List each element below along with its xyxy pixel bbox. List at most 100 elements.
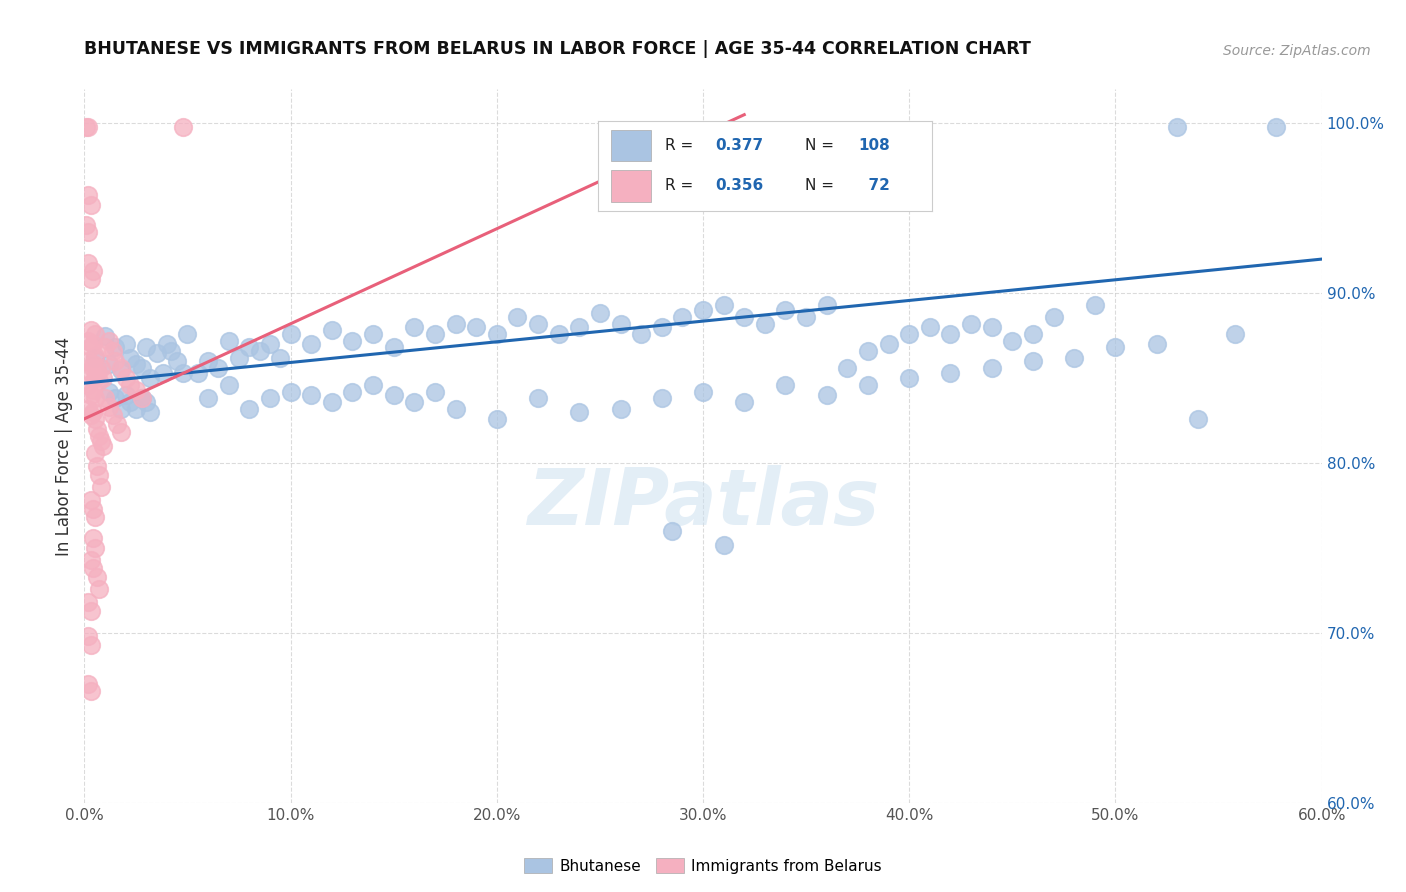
Point (125, 383, 148, 397)
Point (87, 429, 110, 443)
Point (118, 394, 141, 409)
Point (98, 358, 121, 372)
Point (259, 392, 281, 406)
Point (259, 337, 281, 351)
Point (382, 388, 405, 402)
Point (135, 394, 157, 409)
Point (77, 595, 100, 609)
Point (79, 366, 101, 380)
Point (609, 317, 631, 331)
Point (465, 320, 488, 334)
Point (775, 377, 797, 392)
Point (87, 467, 110, 482)
Point (269, 351, 291, 365)
Point (152, 366, 174, 380)
Legend: Bhutanese, Immigrants from Belarus: Bhutanese, Immigrants from Belarus (517, 852, 889, 880)
Point (77, 334, 100, 348)
Point (135, 341, 157, 355)
Point (1022, 326, 1045, 341)
Point (815, 298, 838, 312)
Point (361, 326, 384, 341)
Point (94, 328, 117, 343)
Point (423, 326, 446, 341)
Text: 72: 72 (859, 178, 890, 193)
Point (104, 354, 127, 368)
Point (589, 306, 612, 320)
Point (82, 358, 104, 372)
Point (754, 317, 776, 331)
Point (280, 326, 302, 341)
Point (172, 120, 194, 134)
Point (139, 405, 162, 419)
Point (651, 392, 673, 406)
Point (1104, 341, 1126, 355)
Point (82, 337, 104, 351)
Point (83, 371, 105, 385)
Point (79, 409, 101, 423)
Point (77, 677, 100, 691)
Point (118, 377, 141, 392)
Point (131, 392, 153, 406)
Point (77, 225, 100, 239)
Point (94, 341, 117, 355)
Point (90, 480, 112, 494)
Point (79, 272, 101, 286)
Text: 0.377: 0.377 (714, 138, 763, 153)
Point (506, 310, 529, 324)
Point (83, 412, 105, 426)
Point (238, 341, 260, 355)
Point (82, 383, 104, 397)
Point (1265, 120, 1288, 134)
Text: 0.356: 0.356 (714, 178, 763, 193)
Point (794, 310, 817, 324)
Point (82, 360, 104, 375)
Point (110, 425, 132, 440)
Text: R =: R = (665, 178, 697, 193)
Point (342, 384, 364, 399)
Point (280, 384, 302, 399)
Text: N =: N = (806, 178, 839, 193)
Point (98, 400, 121, 414)
Point (114, 371, 136, 385)
Point (249, 343, 271, 358)
FancyBboxPatch shape (612, 170, 651, 202)
Text: ZIPatlas: ZIPatlas (527, 465, 879, 541)
Point (444, 317, 467, 331)
Point (156, 337, 179, 351)
Point (91, 439, 114, 453)
Point (83, 446, 105, 460)
Point (114, 388, 136, 402)
Point (630, 326, 652, 341)
Point (105, 417, 128, 431)
Point (86, 360, 108, 375)
Point (86, 422, 108, 436)
Point (103, 343, 125, 358)
Text: BHUTANESE VS IMMIGRANTS FROM BELARUS IN LABOR FORCE | AGE 35-44 CORRELATION CHAR: BHUTANESE VS IMMIGRANTS FROM BELARUS IN … (84, 40, 1031, 58)
Point (485, 326, 508, 341)
Point (86, 570, 108, 584)
Point (1187, 412, 1209, 426)
Text: N =: N = (806, 138, 839, 153)
Point (877, 337, 900, 351)
Y-axis label: In Labor Force | Age 35-44: In Labor Force | Age 35-44 (55, 336, 73, 556)
Point (110, 360, 132, 375)
Point (87, 582, 110, 596)
Point (75, 120, 97, 134)
Point (299, 337, 322, 351)
Point (125, 358, 148, 372)
Point (91, 371, 114, 385)
Point (671, 310, 693, 324)
Point (79, 388, 101, 402)
Point (110, 362, 132, 376)
Point (1022, 354, 1045, 368)
Point (104, 341, 127, 355)
Point (139, 371, 162, 385)
Text: 108: 108 (859, 138, 890, 153)
Point (939, 366, 962, 380)
Point (77, 354, 100, 368)
Point (692, 303, 714, 318)
Point (568, 405, 591, 419)
Point (527, 392, 550, 406)
Point (83, 351, 105, 365)
Point (166, 354, 188, 368)
